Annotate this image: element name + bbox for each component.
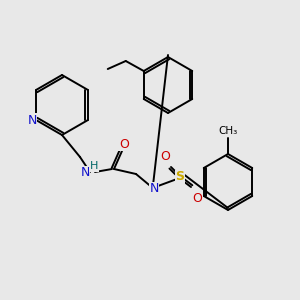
Text: N: N — [149, 182, 159, 196]
Text: H: H — [90, 161, 98, 171]
Text: N: N — [27, 113, 37, 127]
Text: O: O — [160, 151, 170, 164]
Text: CH₃: CH₃ — [218, 126, 238, 136]
Text: O: O — [192, 191, 202, 205]
Text: S: S — [176, 170, 184, 184]
Text: N: N — [80, 167, 90, 179]
Text: O: O — [119, 137, 129, 151]
